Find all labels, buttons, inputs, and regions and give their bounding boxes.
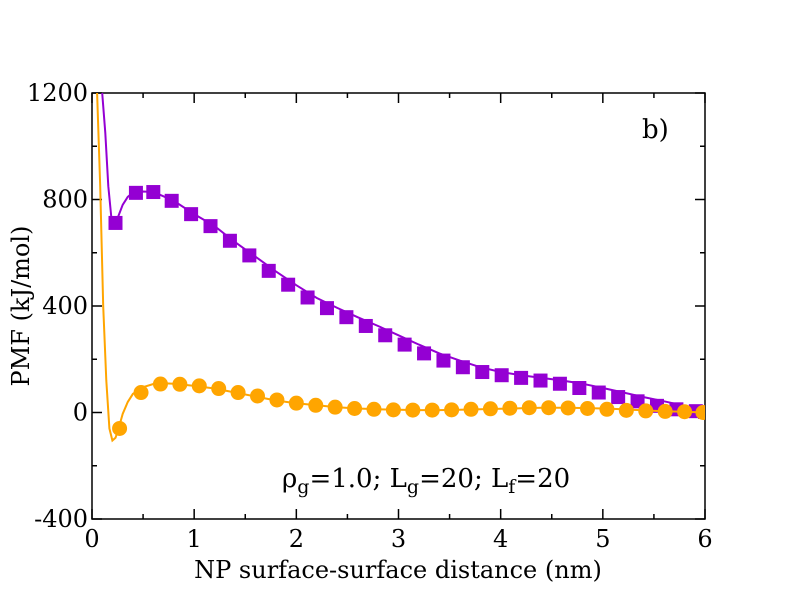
marker-purple (222, 233, 237, 248)
y-axis-title: PMF (kJ/mol) (7, 226, 35, 387)
y-tick-label: 800 (42, 186, 88, 214)
marker-orange (385, 402, 401, 418)
marker-purple (203, 219, 218, 234)
marker-orange (463, 401, 479, 417)
annotation-text: =1.0; L (309, 464, 406, 494)
x-tick-label: 4 (493, 525, 508, 553)
marker-orange (695, 405, 705, 420)
marker-orange (308, 397, 324, 413)
marker-purple (552, 376, 567, 391)
marker-purple (494, 368, 509, 383)
x-axis-title: NP surface-surface distance (nm) (194, 556, 602, 584)
marker-purple (242, 248, 257, 263)
marker-orange (521, 400, 537, 416)
marker-purple (455, 360, 470, 375)
annotation-subscript: g (407, 476, 419, 498)
marker-purple (397, 337, 412, 352)
x-tick-label: 0 (84, 525, 99, 553)
marker-purple (184, 207, 199, 222)
marker-purple (164, 193, 179, 208)
marker-purple (108, 215, 123, 230)
marker-orange (366, 401, 382, 417)
marker-orange (327, 399, 343, 415)
marker-purple (591, 385, 606, 400)
x-tick-label: 2 (289, 525, 304, 553)
marker-orange (250, 388, 266, 404)
marker-orange (677, 404, 693, 420)
x-tick-label: 3 (391, 525, 406, 553)
marker-orange (112, 420, 128, 436)
marker-orange (444, 402, 460, 418)
marker-orange (133, 385, 149, 401)
marker-purple (514, 370, 529, 385)
x-tick-labels: 0 1 2 3 4 5 6 (84, 525, 712, 553)
marker-purple (417, 346, 432, 361)
marker-purple (281, 277, 296, 292)
annotation-text: =20 (515, 464, 570, 494)
marker-purple (475, 365, 490, 380)
marker-orange (191, 378, 207, 394)
marker-purple (358, 318, 373, 333)
marker-orange (482, 401, 498, 417)
marker-orange (288, 395, 304, 411)
panel-label: b) (642, 115, 669, 145)
marker-purple (572, 381, 587, 396)
parameter-annotation: ρg=1.0; Lg=20; Lf=20 (282, 464, 570, 498)
plot-frame (91, 92, 706, 520)
marker-purple (378, 328, 393, 343)
marker-orange (347, 401, 363, 417)
annotation-subscript: f (508, 476, 517, 498)
marker-purple (128, 185, 143, 200)
y-tick-label: 0 (73, 399, 88, 427)
marker-orange (638, 403, 654, 419)
marker-purple (436, 353, 451, 368)
y-tick-label: 1200 (27, 79, 88, 107)
marker-orange (560, 400, 576, 416)
x-tick-label: 6 (697, 525, 712, 553)
marker-orange (269, 392, 285, 408)
marker-orange (657, 403, 673, 419)
series-group (96, 93, 705, 443)
marker-purple (630, 394, 645, 409)
series-line-orange (96, 93, 705, 443)
marker-orange (599, 401, 615, 417)
plot-area (96, 93, 705, 443)
x-tick-label: 5 (595, 525, 610, 553)
y-tick-label: 400 (42, 292, 88, 320)
marker-purple (611, 390, 626, 405)
series-line-purple (101, 93, 705, 413)
marker-orange (580, 401, 596, 417)
marker-orange (541, 400, 557, 416)
marker-purple (339, 310, 354, 325)
marker-orange (405, 402, 421, 418)
x-tick-label: 1 (187, 525, 202, 553)
marker-orange (230, 385, 246, 401)
marker-purple (533, 373, 548, 388)
y-tick-label: -400 (34, 505, 88, 533)
annotation-text: ρ (282, 464, 297, 494)
marker-orange (424, 402, 440, 418)
annotation-subscript: g (297, 476, 309, 498)
marker-orange (152, 376, 168, 392)
marker-purple (146, 185, 161, 200)
marker-orange (172, 376, 188, 392)
marker-purple (319, 301, 334, 316)
y-tick-labels: -400 0 400 800 1200 (27, 79, 88, 533)
marker-orange (211, 381, 227, 397)
annotation-text: =20; L (419, 464, 508, 494)
marker-orange (502, 400, 518, 416)
marker-purple (300, 290, 315, 305)
axis-ticks (91, 92, 706, 520)
marker-purple (261, 263, 276, 278)
marker-orange (618, 402, 634, 418)
